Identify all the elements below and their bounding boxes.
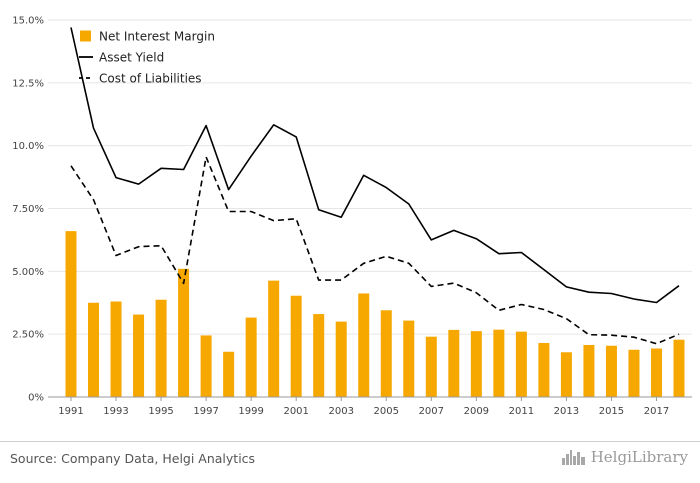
skyline-icon bbox=[561, 450, 585, 465]
line-cost-of-liabilities bbox=[70, 156, 680, 345]
legend: Net Interest Margin Asset Yield Cost of Li… bbox=[79, 30, 215, 86]
bar bbox=[403, 320, 415, 397]
legend-swatch-bar bbox=[80, 30, 91, 42]
x-tick-label: 1993 bbox=[103, 406, 128, 417]
series-lines bbox=[70, 27, 680, 345]
bar bbox=[313, 314, 325, 397]
bar bbox=[448, 329, 460, 397]
y-axis-ticks: 0% 2.50% 5.00% 7.50% 10.0% 12.5% 15.0% bbox=[12, 16, 44, 404]
x-tick-label: 2013 bbox=[554, 406, 579, 417]
x-tick-label: 2011 bbox=[509, 406, 534, 417]
x-tick-label: 1995 bbox=[148, 406, 173, 417]
bar bbox=[650, 348, 662, 397]
bar bbox=[560, 352, 572, 397]
y-tick-label: 5.00% bbox=[12, 267, 44, 278]
legend-label: Cost of Liabilities bbox=[99, 72, 202, 86]
bar bbox=[178, 268, 190, 397]
x-tick-label: 1999 bbox=[238, 406, 263, 417]
bar bbox=[470, 331, 482, 397]
bar bbox=[110, 301, 122, 397]
bar bbox=[425, 336, 437, 397]
y-tick-label: 2.50% bbox=[12, 330, 44, 341]
bar bbox=[628, 349, 640, 397]
bar bbox=[155, 299, 167, 397]
bar bbox=[223, 351, 235, 397]
bar bbox=[358, 293, 370, 397]
gridlines bbox=[48, 19, 692, 335]
bar bbox=[605, 345, 617, 397]
chart: 0%2.50%5.00%7.50%10.0%12.5%15.0% 1991 199… bbox=[12, 16, 692, 417]
legend-label: Net Interest Margin bbox=[99, 30, 215, 44]
x-tick-label: 2005 bbox=[374, 406, 399, 417]
source-note: Source: Company Data, Helgi Analytics bbox=[10, 451, 256, 466]
y-tick-label: 0% bbox=[28, 393, 44, 404]
footer-divider bbox=[0, 441, 700, 442]
brand-name: HelgiLibrary bbox=[590, 448, 688, 466]
x-tick-label: 2009 bbox=[464, 406, 489, 417]
x-tick-label: 2007 bbox=[419, 406, 444, 417]
x-axis: 1991 1993 1995 1997 1999 2001 2003 2005 2007 2009… bbox=[48, 396, 692, 417]
bar bbox=[290, 295, 302, 397]
x-tick-label: 2015 bbox=[599, 406, 624, 417]
bar bbox=[268, 280, 280, 397]
bar bbox=[515, 331, 527, 397]
x-tick-label: 2001 bbox=[283, 406, 308, 417]
bar bbox=[493, 329, 505, 397]
bar bbox=[133, 314, 145, 397]
bar bbox=[673, 339, 685, 397]
x-tick-label: 1997 bbox=[193, 406, 218, 417]
y-tick-label: 7.50% bbox=[12, 204, 44, 215]
x-tick-label: 2017 bbox=[644, 406, 669, 417]
bar bbox=[245, 317, 257, 397]
bar bbox=[583, 344, 595, 397]
y-tick-label: 12.5% bbox=[12, 78, 44, 89]
bar bbox=[200, 335, 212, 397]
bar bbox=[538, 342, 550, 397]
y-tick-label: 10.0% bbox=[12, 141, 44, 152]
bar bbox=[380, 310, 392, 397]
bar bbox=[88, 302, 100, 397]
bar bbox=[65, 231, 77, 397]
x-tick-label: 1991 bbox=[58, 406, 83, 417]
bars-net-interest-margin bbox=[65, 231, 685, 397]
line-asset-yield bbox=[70, 27, 680, 304]
y-tick-label: 15.0% bbox=[12, 16, 44, 27]
x-tick-label: 2003 bbox=[328, 406, 353, 417]
bar bbox=[335, 321, 347, 397]
brand-logo: HelgiLibrary bbox=[561, 448, 688, 466]
legend-label: Asset Yield bbox=[99, 51, 164, 65]
